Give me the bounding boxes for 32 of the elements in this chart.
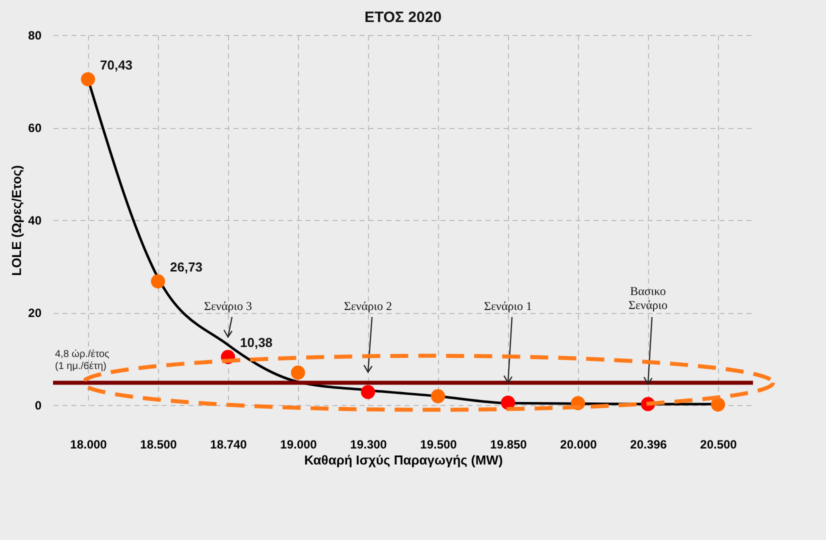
x-tick-label: 20.000 [560, 438, 598, 452]
data-label: 10,38 [240, 334, 273, 350]
chart-title: ΕΤΟΣ 2020 [364, 9, 442, 26]
y-tick-label: 0 [34, 398, 42, 412]
point [710, 397, 726, 412]
x-tick-label: 19.300 [350, 438, 388, 452]
data-label: 26,73 [170, 259, 203, 274]
y-tick-label: 60 [28, 121, 42, 135]
y-axis-title: LOLE (Ωρες/Ετος) [9, 165, 24, 276]
point [290, 366, 306, 380]
y-tick-label: 20 [28, 306, 42, 320]
annotation: Βασικο Σενάριο [628, 284, 668, 312]
x-tick-label: 19.000 [280, 438, 318, 452]
y-tick-label: 40 [28, 214, 42, 228]
x-tick-label: 18.500 [140, 438, 178, 452]
x-tick-label: 18.000 [70, 438, 108, 452]
x-tick-label: 19.500 [420, 438, 458, 452]
x-tick-label: 20.500 [700, 438, 738, 452]
annotation: Σενάριο 3 [204, 299, 252, 313]
annotation: Σενάριο 1 [484, 299, 532, 313]
point [430, 389, 446, 404]
point [360, 384, 376, 400]
data-label: 70,43 [100, 57, 133, 72]
x-tick-label: 18.740 [210, 438, 248, 452]
point [80, 72, 96, 86]
x-axis-title: Καθαρή Ισχύς Παραγωγής (MW) [304, 452, 503, 468]
x-tick-label: 19.850 [490, 438, 528, 452]
point [150, 274, 166, 288]
y-tick-label: 80 [28, 28, 42, 42]
x-tick-label: 20.396 [630, 438, 668, 452]
annotation: Σενάριο 2 [344, 299, 392, 313]
ref-line-label: 4,8 ώρ./έτος (1 ημ./6έτη) [55, 348, 110, 372]
